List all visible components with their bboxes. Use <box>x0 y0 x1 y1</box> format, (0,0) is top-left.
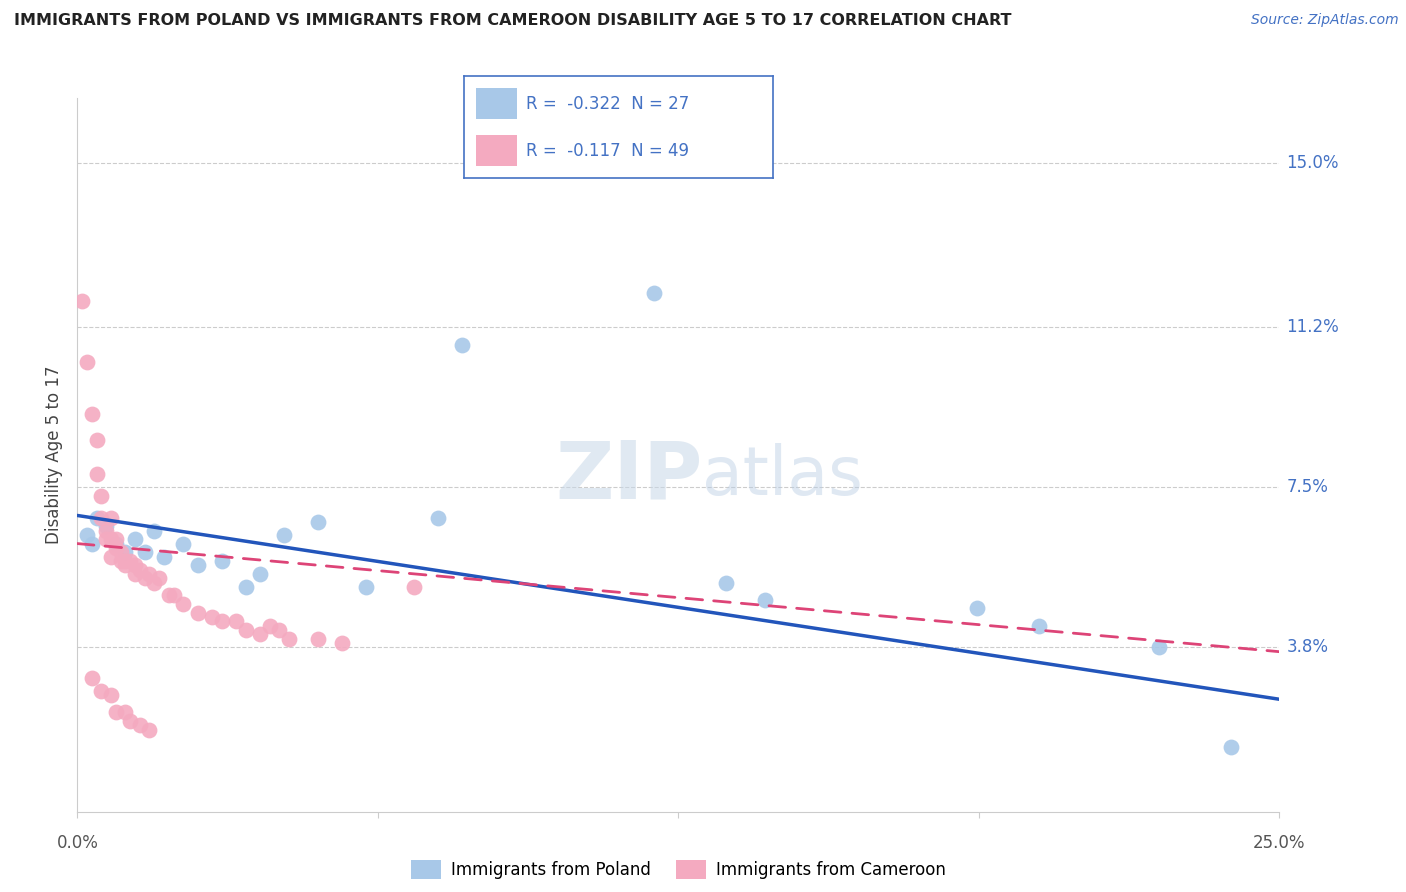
Text: R =  -0.322  N = 27: R = -0.322 N = 27 <box>526 95 689 112</box>
Point <box>96 524 118 538</box>
Point <box>96 519 118 533</box>
Point <box>120 714 142 728</box>
Point <box>269 623 291 637</box>
Point <box>134 545 156 559</box>
Point <box>330 636 353 650</box>
Point <box>128 562 150 576</box>
Point <box>201 610 224 624</box>
Point <box>162 589 184 603</box>
FancyBboxPatch shape <box>477 88 516 119</box>
Point <box>80 536 103 550</box>
Text: 7.5%: 7.5% <box>1286 478 1329 496</box>
Point <box>754 592 776 607</box>
Text: Source: ZipAtlas.com: Source: ZipAtlas.com <box>1251 13 1399 28</box>
Point <box>307 515 329 529</box>
FancyBboxPatch shape <box>477 136 516 166</box>
Point <box>273 528 295 542</box>
Point <box>451 337 474 351</box>
Point <box>235 580 257 594</box>
Point <box>172 597 194 611</box>
Point <box>643 285 665 300</box>
Point <box>86 433 108 447</box>
Point <box>235 623 257 637</box>
Text: IMMIGRANTS FROM POLAND VS IMMIGRANTS FROM CAMEROON DISABILITY AGE 5 TO 17 CORREL: IMMIGRANTS FROM POLAND VS IMMIGRANTS FRO… <box>14 13 1011 29</box>
Point <box>277 632 299 646</box>
Point <box>100 510 122 524</box>
Point <box>90 510 112 524</box>
Point <box>354 580 377 594</box>
Point <box>100 549 122 564</box>
Point <box>124 558 146 573</box>
Point <box>76 528 98 542</box>
Point <box>80 407 103 421</box>
Text: 0.0%: 0.0% <box>56 834 98 852</box>
Point <box>249 566 271 581</box>
Text: 25.0%: 25.0% <box>1253 834 1306 852</box>
Point <box>110 554 132 568</box>
Text: 3.8%: 3.8% <box>1286 639 1329 657</box>
Point <box>148 571 170 585</box>
Text: 15.0%: 15.0% <box>1286 154 1339 172</box>
Point <box>114 554 136 568</box>
Point <box>153 549 176 564</box>
Point <box>307 632 329 646</box>
Point <box>90 489 112 503</box>
Point <box>70 294 93 309</box>
Text: R =  -0.117  N = 49: R = -0.117 N = 49 <box>526 142 689 160</box>
Point <box>104 536 127 550</box>
Point <box>138 566 160 581</box>
Y-axis label: Disability Age 5 to 17: Disability Age 5 to 17 <box>45 366 63 544</box>
Point <box>124 533 146 547</box>
Point <box>172 536 194 550</box>
Point <box>186 606 209 620</box>
Point <box>966 601 988 615</box>
Point <box>96 533 118 547</box>
Point <box>86 510 108 524</box>
Point <box>138 723 160 737</box>
Point <box>86 467 108 482</box>
Point <box>716 575 738 590</box>
Point <box>211 615 233 629</box>
Point <box>100 688 122 702</box>
Point <box>143 575 166 590</box>
Point <box>104 541 127 555</box>
Point <box>128 718 150 732</box>
Point <box>114 705 136 719</box>
Point <box>1028 619 1050 633</box>
Legend: Immigrants from Poland, Immigrants from Cameroon: Immigrants from Poland, Immigrants from … <box>405 853 952 886</box>
Point <box>124 566 146 581</box>
Point <box>1220 739 1243 754</box>
Point <box>80 671 103 685</box>
Point <box>143 524 166 538</box>
Point <box>427 510 450 524</box>
Text: 11.2%: 11.2% <box>1286 318 1340 336</box>
Point <box>110 545 132 559</box>
Point <box>120 554 142 568</box>
Point <box>157 589 180 603</box>
Point <box>402 580 425 594</box>
Point <box>211 554 233 568</box>
Point <box>1149 640 1171 655</box>
Point <box>249 627 271 641</box>
Point <box>225 615 247 629</box>
Point <box>104 533 127 547</box>
Point <box>114 558 136 573</box>
Point <box>90 683 112 698</box>
Text: atlas: atlas <box>703 443 863 509</box>
Point <box>134 571 156 585</box>
Point <box>104 705 127 719</box>
Point <box>114 545 136 559</box>
Point <box>259 619 281 633</box>
Point <box>76 355 98 369</box>
Point <box>186 558 209 573</box>
Text: ZIP: ZIP <box>555 437 703 516</box>
Point <box>100 533 122 547</box>
